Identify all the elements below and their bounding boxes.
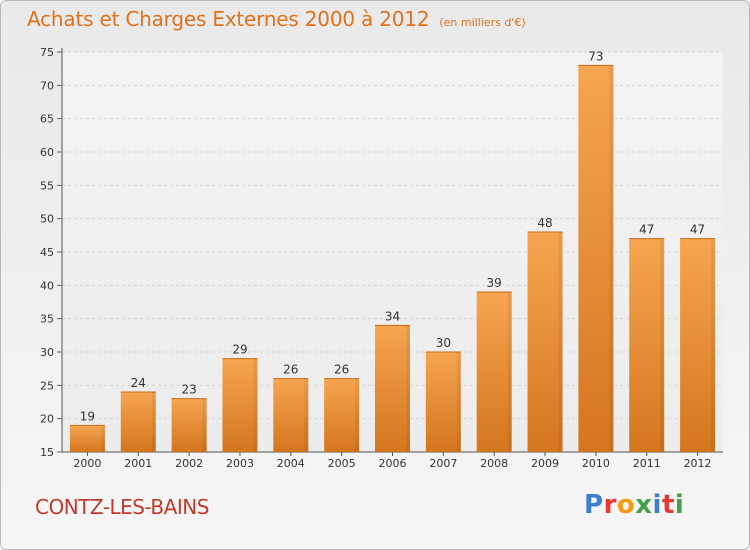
bar-shade [609, 65, 614, 452]
x-tick-label: 2009 [531, 457, 559, 470]
data-label: 73 [588, 49, 603, 63]
data-label: 47 [639, 223, 654, 237]
bar-shade [711, 238, 716, 452]
bar-shade [355, 378, 360, 452]
logo-letter: o [616, 490, 636, 520]
logo-letter: P [584, 490, 604, 520]
bar [324, 378, 360, 452]
data-label: 39 [487, 276, 502, 290]
y-tick-label: 15 [40, 446, 54, 459]
x-tick-label: 2011 [633, 457, 661, 470]
proxiti-logo: Proxiti [584, 490, 684, 520]
bar-shade [253, 358, 258, 452]
y-tick-label: 60 [40, 146, 54, 159]
bar-shade [202, 398, 207, 452]
y-tick-label: 25 [40, 379, 54, 392]
bar-shade [100, 425, 105, 452]
bar [578, 65, 614, 452]
logo-letter: i [652, 490, 662, 520]
logo-letter: i [674, 490, 685, 520]
bar [375, 325, 410, 452]
y-tick-label: 65 [40, 113, 54, 126]
x-tick-label: 2001 [124, 457, 152, 470]
chart-title-text: Achats et Charges Externes 2000 à 2012 [27, 7, 430, 31]
x-tick-label: 2004 [277, 457, 305, 470]
data-label: 26 [334, 363, 349, 377]
x-tick-label: 2008 [480, 457, 508, 470]
data-label: 48 [537, 216, 552, 230]
y-tick-label: 50 [40, 213, 54, 226]
chart-title: Achats et Charges Externes 2000 à 2012 (e… [27, 7, 526, 31]
bar [527, 232, 563, 452]
y-tick-label: 40 [40, 279, 54, 292]
commune-name: CONTZ-LES-BAINS [35, 495, 209, 519]
bar [120, 392, 156, 452]
bar [69, 425, 105, 452]
logo-letter: t [661, 490, 675, 520]
bar-shade [507, 292, 512, 452]
bar-shade [406, 325, 410, 452]
y-tick-label: 70 [40, 79, 54, 92]
x-tick-label: 2000 [73, 457, 101, 470]
bar [273, 378, 309, 452]
data-label: 24 [131, 376, 146, 390]
bar-shade [456, 352, 461, 452]
x-tick-label: 2010 [582, 457, 610, 470]
x-tick-label: 2007 [429, 457, 457, 470]
data-label: 47 [690, 223, 705, 237]
bar-shade [304, 378, 309, 452]
bar [629, 238, 665, 452]
bar [222, 358, 258, 452]
x-tick-label: 2005 [328, 457, 356, 470]
x-tick-label: 2012 [684, 457, 712, 470]
bar-shade [660, 238, 665, 452]
y-tick-label: 55 [40, 179, 54, 192]
bar-shade [558, 232, 563, 452]
bar [680, 238, 716, 452]
data-label: 23 [181, 383, 196, 397]
bar [425, 352, 461, 452]
plot-area: 15 20 25 30 35 40 45 50 55 60 65 70 75 19 2000 24 2001 23… [40, 46, 723, 470]
y-tick-label: 45 [40, 246, 54, 259]
y-tick-label: 35 [40, 313, 54, 326]
data-label: 29 [232, 343, 247, 357]
data-label: 30 [436, 336, 451, 350]
logo-letter: r [603, 490, 617, 520]
data-label: 26 [283, 363, 298, 377]
y-tick-label: 20 [40, 413, 54, 426]
bar-shade [151, 392, 156, 452]
logo-letter: x [635, 490, 653, 520]
data-label: 19 [80, 409, 95, 423]
x-tick-label: 2003 [226, 457, 254, 470]
data-label: 34 [385, 309, 400, 323]
bar [476, 292, 512, 452]
chart-unit-label: (en milliers d'€) [439, 16, 526, 29]
y-tick-label: 30 [40, 346, 54, 359]
bar [171, 398, 207, 452]
y-tick-label: 75 [40, 46, 54, 59]
x-tick-label: 2006 [379, 457, 407, 470]
x-tick-label: 2002 [175, 457, 203, 470]
